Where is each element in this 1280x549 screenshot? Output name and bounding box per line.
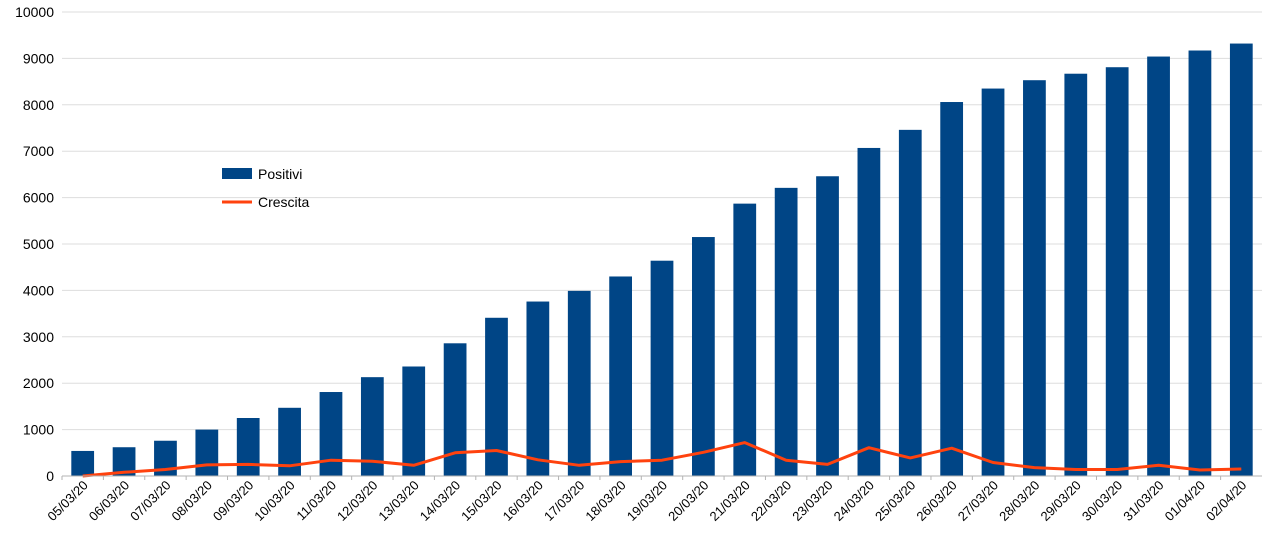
y-tick-label: 8000	[23, 97, 54, 113]
x-tick-label: 30/03/20	[1079, 478, 1125, 524]
bar-positivi	[609, 276, 632, 476]
x-tick-label: 20/03/20	[665, 478, 711, 524]
bar-positivi	[651, 261, 674, 476]
y-tick-label: 3000	[23, 329, 54, 345]
x-tick-label: 09/03/20	[210, 478, 256, 524]
y-tick-label: 6000	[23, 190, 54, 206]
bar-positivi	[71, 451, 94, 476]
x-tick-label: 14/03/20	[417, 478, 463, 524]
x-tick-label: 26/03/20	[913, 478, 959, 524]
y-tick-label: 0	[46, 468, 54, 484]
y-tick-label: 9000	[23, 50, 54, 66]
x-tick-label: 21/03/20	[706, 478, 752, 524]
y-tick-label: 2000	[23, 375, 54, 391]
legend: Positivi Crescita	[222, 166, 310, 210]
y-tick-label: 4000	[23, 282, 54, 298]
bar-positivi	[982, 89, 1005, 476]
x-tick-label: 01/04/20	[1162, 478, 1208, 524]
x-tick-label: 19/03/20	[624, 478, 670, 524]
y-tick-label: 7000	[23, 143, 54, 159]
bar-positivi	[1106, 67, 1129, 476]
bar-positivi	[195, 430, 218, 476]
legend-label-positivi: Positivi	[258, 166, 302, 182]
x-tick-label: 06/03/20	[86, 478, 132, 524]
x-tick-label: 31/03/20	[1120, 478, 1166, 524]
bar-positivi	[1064, 74, 1087, 476]
x-tick-label: 17/03/20	[541, 478, 587, 524]
bar-positivi	[858, 148, 881, 476]
bar-positivi	[940, 102, 963, 476]
bar-positivi	[237, 418, 260, 476]
x-tick-label: 08/03/20	[169, 478, 215, 524]
bar-positivi	[568, 291, 591, 476]
y-tick-label: 1000	[23, 422, 54, 438]
legend-swatch-positivi	[222, 168, 252, 179]
bar-positivi	[1023, 80, 1046, 476]
x-tick-label: 11/03/20	[293, 478, 339, 524]
y-tick-label: 10000	[15, 4, 54, 20]
positivi-bars	[71, 44, 1252, 476]
bar-positivi	[775, 188, 798, 476]
bar-positivi	[816, 176, 839, 476]
bar-positivi	[1189, 51, 1212, 476]
bar-positivi	[402, 366, 425, 476]
x-tick-label: 23/03/20	[789, 478, 835, 524]
x-tick-label: 25/03/20	[872, 478, 918, 524]
x-tick-label: 27/03/20	[955, 478, 1001, 524]
x-tick-label: 24/03/20	[831, 478, 877, 524]
x-tick-label: 16/03/20	[500, 478, 546, 524]
x-tick-label: 18/03/20	[582, 478, 628, 524]
bar-positivi	[320, 392, 343, 476]
x-tick-label: 29/03/20	[1038, 478, 1084, 524]
bar-positivi	[1230, 44, 1253, 476]
x-tick-label: 22/03/20	[748, 478, 794, 524]
x-tick-label: 05/03/20	[44, 478, 90, 524]
x-tick-label: 12/03/20	[334, 478, 380, 524]
bar-positivi	[733, 204, 756, 476]
x-tick-label: 10/03/20	[251, 478, 297, 524]
bar-positivi	[692, 237, 715, 476]
bar-positivi	[526, 302, 549, 476]
x-tick-label: 28/03/20	[996, 478, 1042, 524]
x-tick-label: 02/04/20	[1203, 478, 1249, 524]
bar-positivi	[1147, 57, 1170, 476]
y-tick-label: 5000	[23, 236, 54, 252]
x-tick-label: 15/03/20	[458, 478, 504, 524]
legend-label-crescita: Crescita	[258, 194, 310, 210]
bar-positivi	[899, 130, 922, 476]
x-tick-label: 07/03/20	[127, 478, 173, 524]
x-tick-label: 13/03/20	[375, 478, 421, 524]
